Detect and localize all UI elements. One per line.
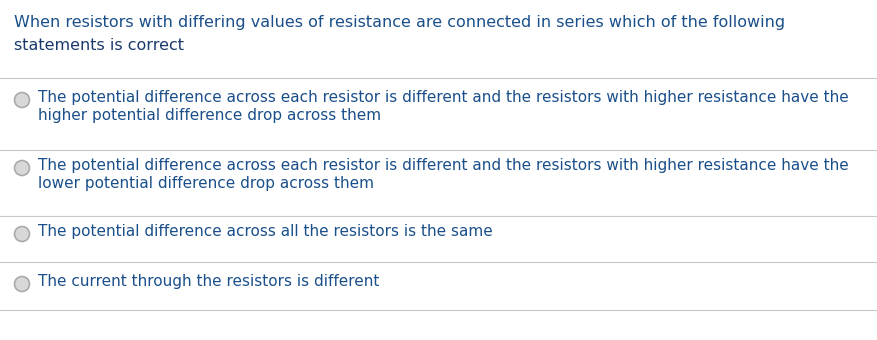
Text: The potential difference across all the resistors is the same: The potential difference across all the … (38, 224, 493, 239)
Text: lower potential difference drop across them: lower potential difference drop across t… (38, 176, 374, 191)
Text: When resistors with differing values of resistance are connected in series which: When resistors with differing values of … (14, 15, 785, 30)
Text: higher potential difference drop across them: higher potential difference drop across … (38, 108, 381, 123)
Text: The current through the resistors is different: The current through the resistors is dif… (38, 274, 380, 289)
Ellipse shape (15, 160, 30, 175)
Ellipse shape (15, 226, 30, 241)
Ellipse shape (15, 92, 30, 107)
Text: statements is correct: statements is correct (14, 38, 184, 53)
Ellipse shape (15, 276, 30, 291)
Text: The potential difference across each resistor is different and the resistors wit: The potential difference across each res… (38, 158, 849, 173)
Text: The potential difference across each resistor is different and the resistors wit: The potential difference across each res… (38, 90, 849, 105)
